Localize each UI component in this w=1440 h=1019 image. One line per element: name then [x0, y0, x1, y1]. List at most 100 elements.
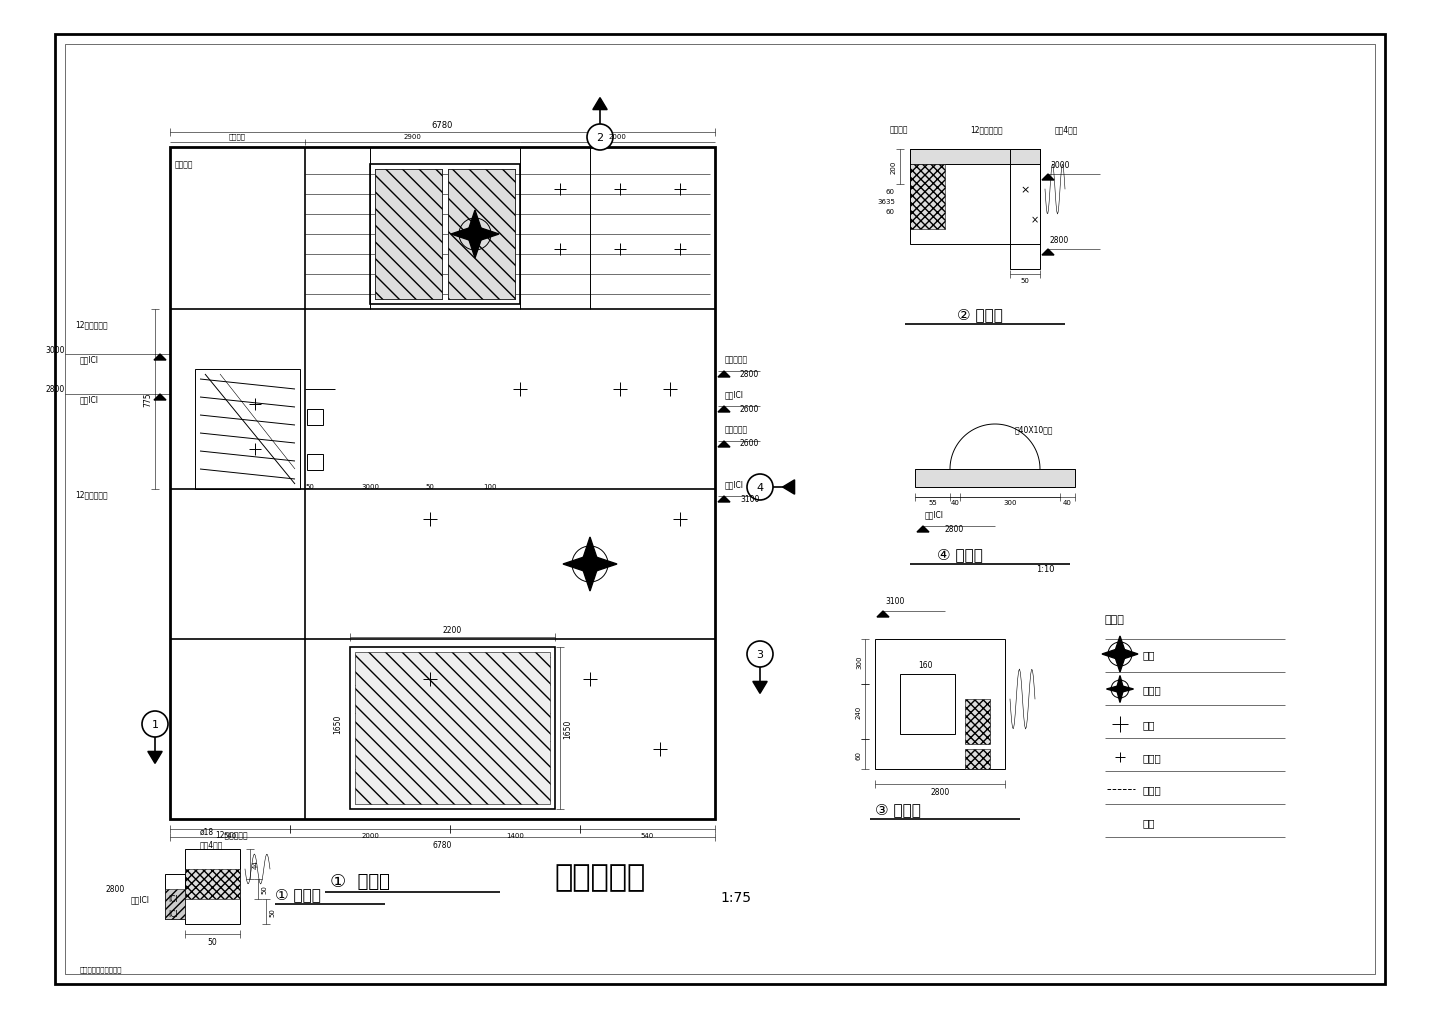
Text: 50: 50 [269, 907, 275, 916]
Text: 775: 775 [143, 392, 153, 407]
Polygon shape [593, 99, 608, 110]
Text: 白色ICI: 白色ICI [131, 895, 150, 904]
Text: 100: 100 [484, 484, 497, 489]
Circle shape [588, 125, 613, 151]
Bar [900, 675, 955, 735]
Polygon shape [580, 565, 599, 591]
Text: 300: 300 [1004, 499, 1017, 505]
Text: 白色ICI: 白色ICI [81, 395, 99, 405]
Text: 2600: 2600 [740, 439, 759, 448]
Polygon shape [154, 355, 166, 361]
Text: 2800: 2800 [46, 385, 65, 394]
Text: 钉40X10木线: 钉40X10木线 [1015, 425, 1054, 434]
Bar [965, 749, 991, 769]
Text: 3000: 3000 [46, 345, 65, 355]
Text: 2800: 2800 [105, 884, 125, 894]
Polygon shape [1120, 648, 1138, 660]
Bar [166, 890, 184, 919]
Text: 300: 300 [855, 655, 863, 668]
Bar [307, 410, 323, 426]
Bar [910, 150, 1040, 245]
Text: ① 剖面图: ① 剖面图 [275, 887, 321, 902]
Polygon shape [580, 537, 599, 565]
Polygon shape [1043, 250, 1054, 256]
Text: 3635: 3635 [877, 199, 896, 205]
Text: 40: 40 [1063, 499, 1071, 505]
Text: ①  剖面图: ① 剖面图 [330, 872, 390, 891]
Text: 首层天花图: 首层天花图 [554, 863, 645, 892]
Polygon shape [719, 372, 730, 378]
Polygon shape [753, 682, 768, 694]
Text: 6780: 6780 [432, 121, 454, 129]
Bar [910, 165, 945, 229]
Text: 2000: 2000 [361, 833, 379, 839]
Text: 3100: 3100 [886, 597, 904, 606]
Bar [350, 647, 554, 809]
Text: 瑶土梁木: 瑶土梁木 [890, 125, 909, 135]
Text: 2900: 2900 [403, 133, 420, 140]
Polygon shape [154, 394, 166, 400]
Text: ø18: ø18 [200, 826, 215, 836]
Text: 白色帆塑板: 白色帆塑板 [724, 356, 749, 364]
Text: 50: 50 [426, 484, 435, 489]
Bar [184, 869, 240, 899]
Text: ×: × [1021, 184, 1030, 195]
Text: 50: 50 [207, 937, 217, 946]
Bar [965, 699, 991, 744]
Text: 白色ICI: 白色ICI [924, 510, 945, 519]
Text: 1650: 1650 [333, 713, 343, 733]
Text: 2800: 2800 [930, 788, 949, 796]
Text: 12厘钢化砂玻: 12厘钢化砂玻 [971, 125, 1002, 135]
Text: 50: 50 [305, 484, 314, 489]
Polygon shape [719, 441, 730, 447]
Text: 2200: 2200 [444, 626, 462, 635]
Polygon shape [1116, 689, 1123, 703]
Bar [374, 170, 442, 300]
Text: 40: 40 [950, 499, 959, 505]
Polygon shape [877, 611, 888, 618]
Bar [166, 874, 184, 919]
Polygon shape [1115, 637, 1126, 654]
Text: 瑶土梁木: 瑶土梁木 [176, 160, 193, 169]
Text: ICI: ICI [168, 910, 177, 918]
Text: 白色帆塑板: 白色帆塑板 [724, 425, 749, 434]
Polygon shape [590, 555, 616, 574]
Text: 暗藏光: 暗藏光 [1143, 785, 1162, 794]
Text: 160: 160 [917, 660, 932, 668]
Polygon shape [917, 527, 929, 533]
Text: 石英灯: 石英灯 [1143, 752, 1162, 762]
Text: 12厘钢化砂玻: 12厘钢化砂玻 [75, 320, 108, 329]
Bar [307, 454, 323, 471]
Text: 3100: 3100 [740, 494, 759, 503]
Text: ×: × [1031, 215, 1040, 225]
Text: 3000: 3000 [361, 484, 379, 489]
Text: 1:75: 1:75 [720, 891, 752, 904]
Circle shape [747, 475, 773, 500]
Text: 2800: 2800 [945, 524, 965, 533]
Polygon shape [1116, 676, 1123, 689]
Bar [374, 170, 442, 300]
Text: 瑶土梁木: 瑶土梁木 [229, 133, 245, 140]
Bar [448, 170, 516, 300]
Text: 200: 200 [891, 161, 897, 174]
Text: 540: 540 [641, 833, 654, 839]
Polygon shape [451, 227, 475, 243]
Text: 图例：: 图例： [1104, 614, 1125, 625]
Text: 240: 240 [855, 705, 863, 718]
Text: 3: 3 [756, 649, 763, 659]
Circle shape [143, 711, 168, 738]
Bar [876, 639, 1005, 769]
Text: 540: 540 [223, 833, 236, 839]
Polygon shape [719, 407, 730, 413]
Text: 60: 60 [886, 189, 896, 195]
Text: 1:10: 1:10 [1037, 565, 1056, 574]
Text: 3000: 3000 [1050, 160, 1070, 169]
Text: 白色ICI: 白色ICI [724, 390, 744, 399]
Text: 4: 4 [756, 483, 763, 492]
Polygon shape [1102, 648, 1120, 660]
Text: 2600: 2600 [740, 405, 759, 413]
Text: 1650: 1650 [563, 718, 572, 738]
Text: 2800: 2800 [740, 369, 759, 378]
Bar [448, 170, 516, 300]
Text: 双层4厘板: 双层4厘板 [200, 840, 223, 849]
